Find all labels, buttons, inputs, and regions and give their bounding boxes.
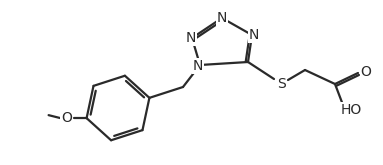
- Text: O: O: [360, 65, 372, 79]
- Text: S: S: [277, 77, 285, 91]
- Text: O: O: [61, 111, 72, 125]
- Text: N: N: [217, 11, 227, 25]
- Text: N: N: [249, 28, 259, 42]
- Text: HO: HO: [340, 103, 362, 117]
- Text: N: N: [186, 31, 196, 45]
- Text: N: N: [193, 59, 203, 73]
